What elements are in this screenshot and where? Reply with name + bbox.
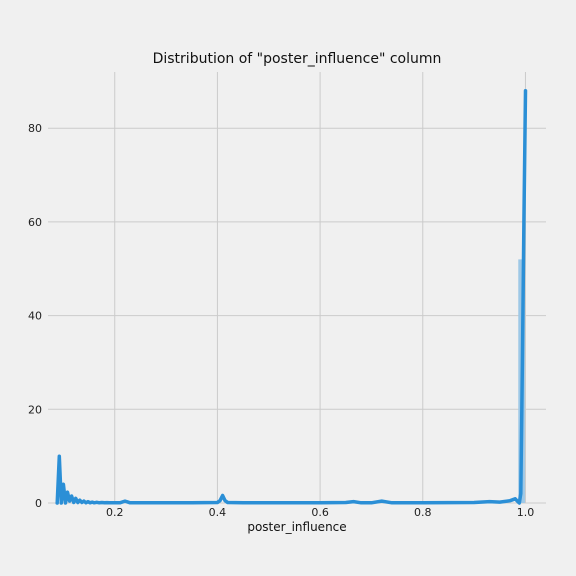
x-axis-label: poster_influence	[247, 520, 346, 534]
x-tick-label: 1.0	[517, 506, 535, 519]
y-tick-label: 60	[28, 216, 42, 229]
chart-title: Distribution of "poster_influence" colum…	[153, 51, 442, 67]
grid	[48, 72, 546, 504]
y-tick-label: 0	[35, 497, 42, 510]
y-tick-label: 20	[28, 403, 42, 416]
x-tick-label: 0.6	[311, 506, 329, 519]
y-tick-label: 40	[28, 310, 42, 323]
y-tick-label: 80	[28, 122, 42, 135]
density-curve	[55, 88, 528, 505]
density-line	[55, 88, 528, 505]
x-tick-label: 0.8	[414, 506, 432, 519]
x-tick-label: 0.4	[209, 506, 227, 519]
tick-labels: 0 20 40 60 80 0.2 0.4 0.6 0.8 1.0	[28, 122, 534, 519]
x-tick-label: 0.2	[106, 506, 124, 519]
